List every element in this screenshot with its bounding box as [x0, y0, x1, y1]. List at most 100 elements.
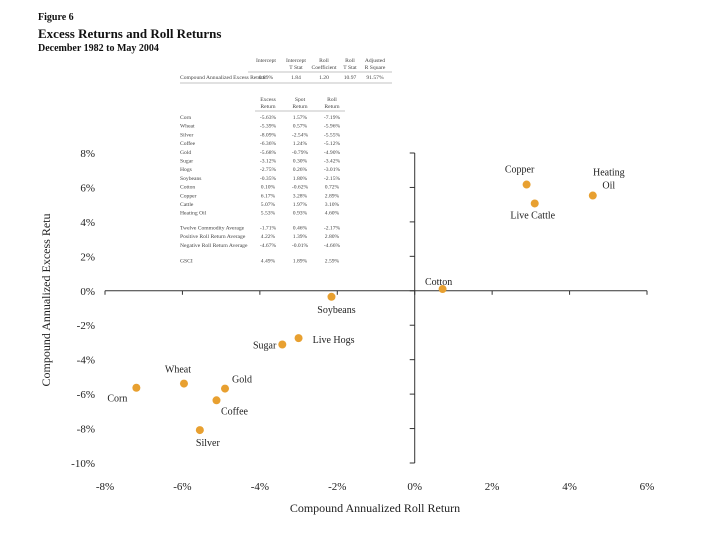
table-cell: -7.19%	[324, 115, 341, 121]
table-cell: 2.59%	[325, 259, 340, 265]
y-tick-label: 0%	[80, 286, 95, 298]
table-cell: 0.10%	[261, 185, 276, 191]
table-cell: -2.75%	[260, 167, 277, 173]
table-cell: 91.57%	[366, 75, 384, 81]
table-row-label: Positive Roll Return Average	[180, 234, 246, 240]
table-cell: 0.26%	[293, 167, 308, 173]
table-cell: 1.20	[319, 75, 329, 81]
point-label: Live Hogs	[313, 335, 355, 346]
x-axis-title: Compound Annualized Roll Return	[290, 501, 460, 515]
table-row-label: Heating Oil	[180, 211, 207, 217]
table-cell: -1.71%	[260, 225, 277, 231]
table-cell: -0.01%	[292, 243, 309, 249]
table-cell: 1.84	[291, 75, 301, 81]
y-tick-label: 4%	[80, 217, 95, 229]
table-cell: 2.80%	[325, 234, 340, 240]
x-tick-label: 4%	[562, 481, 577, 493]
table-header: Roll	[327, 97, 337, 103]
data-point	[327, 292, 336, 301]
y-tick-label: 2%	[80, 251, 95, 263]
point-label: Gold	[232, 375, 252, 386]
data-point	[195, 426, 204, 435]
table-cell: 0.30%	[293, 159, 308, 165]
table-cell: 5.07%	[261, 202, 276, 208]
table-header: Roll	[345, 58, 355, 64]
table-cell: 1.39%	[293, 234, 308, 240]
table-header: Spot	[295, 97, 306, 103]
table-cell: 1.57%	[293, 115, 308, 121]
table-header: R Square	[365, 65, 386, 71]
table-cell: -5.55%	[324, 132, 341, 138]
table-cell: -4.66%	[324, 243, 341, 249]
table-row-label: Cattle	[180, 202, 194, 208]
y-tick-label: -8%	[77, 424, 95, 436]
figure-subtitle: December 1982 to May 2004	[38, 43, 159, 54]
table-cell: 3.10%	[325, 202, 340, 208]
table-cell: -6.36%	[260, 141, 277, 147]
table-header: Roll	[319, 58, 329, 64]
point-label: Heating Oil	[593, 168, 625, 192]
point-label: Corn	[107, 394, 127, 405]
point-label: Soybeans	[317, 305, 355, 316]
table-cell: 0.93%	[293, 211, 308, 217]
table-cell: 0.89%	[259, 75, 274, 81]
table-header: Intercept	[286, 58, 306, 64]
table-cell: 4.49%	[261, 259, 276, 265]
point-label: Sugar	[253, 341, 277, 352]
table-header: Excess	[260, 97, 276, 103]
data-points: Corn Wheat Silver Coffee Gold Sugar Live Hogs S…	[107, 165, 624, 450]
x-tick-label: 2%	[485, 481, 500, 493]
table-cell: -5.96%	[324, 124, 341, 130]
table-row-label: Cotton	[180, 185, 195, 191]
table-header: T Stat	[343, 65, 357, 71]
data-point	[278, 340, 287, 349]
table-cell: -2.54%	[292, 132, 309, 138]
table-cell: 1.80%	[293, 176, 308, 182]
table-cell: -3.12%	[260, 159, 277, 165]
table-cell: -2.15%	[324, 176, 341, 182]
table-row-label: Soybeans	[180, 176, 201, 182]
table-cell: 4.60%	[325, 211, 340, 217]
table-cell: -5.68%	[260, 150, 277, 156]
table-cell: 10.97	[344, 75, 357, 81]
table-cell: -0.35%	[260, 176, 277, 182]
table-header: Adjusted	[365, 58, 385, 64]
table-cell: -4.67%	[260, 243, 277, 249]
data-point	[588, 191, 597, 200]
table-row-label: Coffee	[180, 140, 196, 147]
table-cell: 1.97%	[293, 202, 308, 208]
table-cell: 1.89%	[293, 259, 308, 265]
table-header: Coefficient	[311, 64, 337, 71]
table-cell: -0.79%	[292, 150, 309, 156]
point-label: Silver	[196, 438, 221, 449]
data-point	[179, 379, 188, 388]
point-label: Wheat	[165, 365, 191, 376]
table-cell: -3.01%	[324, 167, 341, 173]
y-tick-label: -2%	[77, 320, 95, 332]
data-point	[212, 396, 221, 405]
data-point	[294, 334, 303, 343]
x-tick-label: 6%	[640, 481, 655, 493]
table-row-label: Twelve Commodity Average	[180, 225, 245, 231]
table-row-label: Wheat	[180, 124, 195, 130]
x-tick-label: -4%	[251, 481, 269, 493]
x-tick-label: 0%	[407, 481, 422, 493]
y-tick-label: -4%	[77, 355, 95, 367]
data-point	[530, 199, 539, 208]
table-cell: -4.90%	[324, 150, 341, 156]
table-row-label: Compound Annualized Excess Return	[180, 75, 265, 81]
table-header: Return	[260, 104, 275, 110]
point-label: Copper	[505, 165, 535, 176]
table-cell: -8.09%	[260, 132, 277, 138]
table-row-label: Corn	[180, 115, 191, 121]
table-row-label: Hogs	[180, 167, 192, 173]
y-axis-title: Compound Annualized Excess Retu	[39, 214, 53, 387]
table-cell: -0.62%	[292, 185, 309, 191]
table-cell: -2.17%	[324, 225, 341, 231]
table-header: Return	[324, 104, 339, 110]
y-tick-label: -10%	[71, 458, 95, 470]
table-cell: 0.72%	[325, 185, 340, 191]
data-point	[132, 383, 141, 392]
table-row-label: GSCI	[180, 259, 193, 265]
